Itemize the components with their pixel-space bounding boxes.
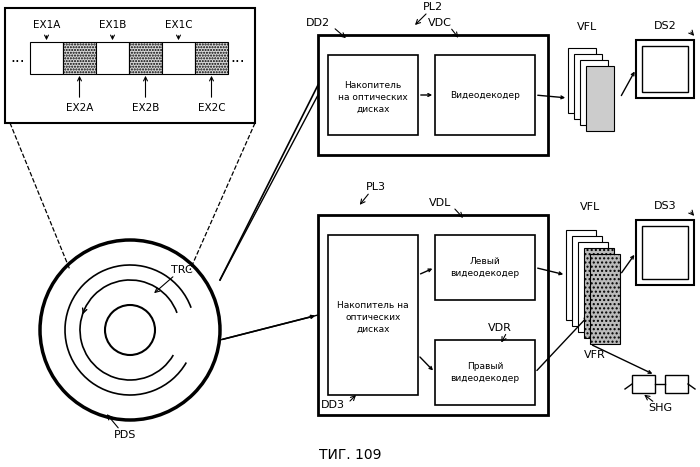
Text: Накопитель: Накопитель xyxy=(344,80,402,90)
Text: видеодекодер: видеодекодер xyxy=(450,269,519,278)
Text: Видеодекодер: Видеодекодер xyxy=(450,91,520,99)
Text: DS3: DS3 xyxy=(654,201,676,211)
Bar xyxy=(30,42,63,74)
Text: DS2: DS2 xyxy=(654,21,676,31)
Bar xyxy=(435,340,535,405)
Bar xyxy=(636,220,694,285)
Text: VDR: VDR xyxy=(488,323,512,333)
Bar xyxy=(318,215,548,415)
Bar xyxy=(584,248,614,338)
Text: VDL: VDL xyxy=(429,198,452,208)
Bar xyxy=(586,66,614,131)
Text: оптических: оптических xyxy=(345,312,400,321)
Bar xyxy=(642,226,688,279)
Bar xyxy=(318,35,548,155)
Bar xyxy=(195,42,228,74)
Text: PDS: PDS xyxy=(114,430,136,440)
Text: DD3: DD3 xyxy=(321,400,345,410)
Bar xyxy=(129,42,162,74)
Bar xyxy=(636,40,694,98)
Text: VFR: VFR xyxy=(584,350,606,360)
Text: ...: ... xyxy=(231,50,245,65)
Bar xyxy=(665,375,688,393)
Text: EX2B: EX2B xyxy=(132,103,159,113)
Text: дисках: дисках xyxy=(356,105,390,113)
Bar xyxy=(5,8,255,123)
Text: EX1B: EX1B xyxy=(99,20,126,30)
Text: DD2: DD2 xyxy=(306,18,330,28)
Bar xyxy=(590,254,620,344)
Bar xyxy=(96,42,129,74)
Text: на оптических: на оптических xyxy=(338,92,408,101)
Bar xyxy=(572,236,602,326)
Text: PL2: PL2 xyxy=(423,2,443,12)
Bar xyxy=(574,54,602,119)
Bar xyxy=(162,42,195,74)
Text: TRC: TRC xyxy=(171,265,193,275)
Text: EX2A: EX2A xyxy=(66,103,93,113)
Bar xyxy=(568,48,596,113)
Bar xyxy=(435,55,535,135)
Bar xyxy=(578,242,608,332)
Text: SHG: SHG xyxy=(648,403,672,413)
Text: VDC: VDC xyxy=(428,18,452,28)
Bar xyxy=(328,55,418,135)
Text: VFL: VFL xyxy=(580,202,600,212)
Bar xyxy=(642,46,688,92)
Text: PL3: PL3 xyxy=(366,182,386,192)
Text: EX1A: EX1A xyxy=(33,20,60,30)
Text: ΤИГ. 109: ΤИГ. 109 xyxy=(318,448,382,462)
Bar xyxy=(580,60,608,125)
Text: дисках: дисках xyxy=(356,325,390,333)
Text: Правый: Правый xyxy=(467,362,503,371)
Text: Левый: Левый xyxy=(470,257,500,266)
Text: Накопитель на: Накопитель на xyxy=(337,300,409,310)
Bar xyxy=(63,42,96,74)
Bar xyxy=(632,375,655,393)
Bar xyxy=(435,235,535,300)
Text: VFL: VFL xyxy=(577,22,597,32)
Bar xyxy=(566,230,596,320)
Text: ...: ... xyxy=(10,50,25,65)
Text: видеодекодер: видеодекодер xyxy=(450,374,519,383)
Text: EX2C: EX2C xyxy=(197,103,225,113)
Bar xyxy=(328,235,418,395)
Text: EX1C: EX1C xyxy=(164,20,193,30)
